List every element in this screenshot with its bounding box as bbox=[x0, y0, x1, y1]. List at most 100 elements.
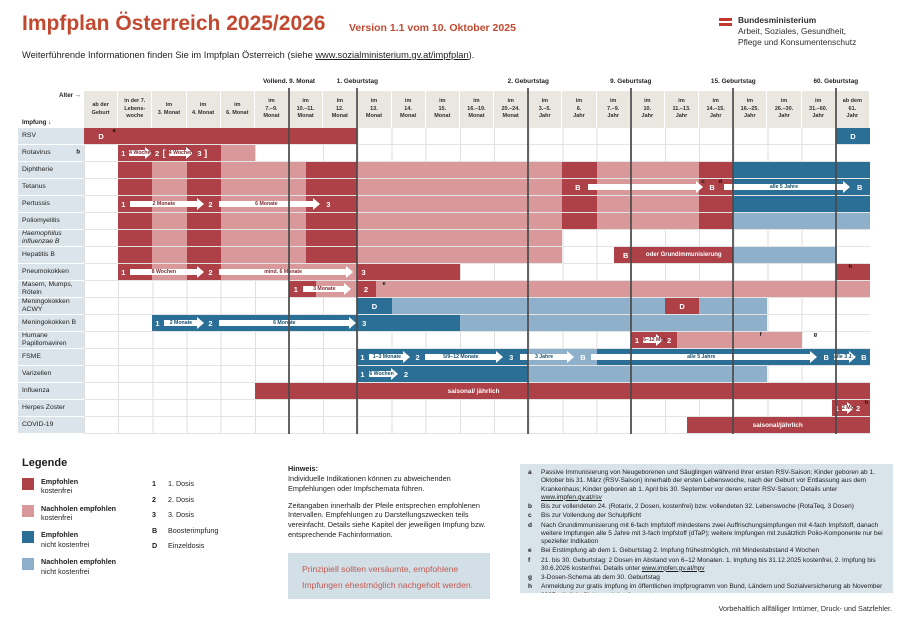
schedule-segment bbox=[835, 128, 870, 144]
age-divider-line bbox=[629, 88, 632, 434]
arrow-head-icon bbox=[196, 317, 204, 329]
dose-marker: 3 bbox=[509, 352, 514, 362]
age-axis-label: Alter → bbox=[58, 92, 81, 99]
row-label: FSME bbox=[18, 349, 84, 366]
footnote-ref: e bbox=[382, 281, 386, 287]
footnote-letter: b bbox=[528, 503, 532, 510]
arrow-label: 2 Mon. bbox=[841, 405, 859, 411]
legend-swatches: Empfohlen kostenfrei Nachholen empfohlen ko… bbox=[22, 477, 116, 584]
schedule-segment bbox=[118, 230, 153, 246]
interval-arrow: 6 Monate bbox=[218, 198, 320, 210]
schedule-segment bbox=[186, 196, 221, 212]
schedule-segment bbox=[613, 247, 734, 263]
dose-code-label: 2. Dosis bbox=[168, 494, 194, 504]
age-divider-line bbox=[732, 88, 735, 434]
schedule-segment bbox=[220, 145, 255, 161]
schedule-segment bbox=[357, 162, 563, 178]
dose-marker: 2 bbox=[208, 318, 213, 328]
row-label: Diphtherie bbox=[18, 162, 84, 179]
footnote-ref: h bbox=[848, 264, 852, 270]
segment-text: saisonal/jährlich bbox=[752, 421, 803, 429]
dose-marker: 1 bbox=[834, 403, 839, 413]
footnote-text: Anmeldung zur gratis Impfung im öffentli… bbox=[541, 583, 885, 593]
row-label: Rotavirus b bbox=[18, 145, 84, 162]
footnote-link[interactable]: impfen.gv.at bbox=[618, 592, 653, 594]
subtitle: Weiterführende Informationen finden Sie … bbox=[22, 50, 475, 60]
schedule-segment bbox=[699, 213, 734, 229]
arrow-bar bbox=[519, 354, 569, 360]
column-header: im 10. Jahr bbox=[630, 91, 665, 128]
dose-marker: D bbox=[850, 131, 856, 141]
arrow-label bbox=[588, 184, 696, 190]
arrow-bar bbox=[643, 337, 658, 343]
hinweis-paragraph-2: Zeitangaben innerhalb der Pfeile entspre… bbox=[288, 500, 486, 540]
footnote-item: e Bei Erstimpfung ab dem 1. Geburtstag 2.… bbox=[528, 547, 885, 555]
column-header: im 7.–9. Monat bbox=[254, 91, 290, 128]
footnote-item: b Bis zur vollendeten 24. (Rotarix, 2 Dos… bbox=[528, 503, 885, 511]
legend-swatch bbox=[22, 531, 34, 544]
legend-title: Legende bbox=[22, 457, 68, 469]
dose-marker: B bbox=[861, 352, 867, 362]
footnote-ref: g bbox=[813, 332, 818, 338]
dose-code-symbol: 3 bbox=[152, 510, 156, 519]
row-track bbox=[84, 230, 870, 247]
segment-text: saisonal/ jährlich bbox=[447, 387, 500, 395]
dose-marker: 2 bbox=[666, 335, 672, 345]
arrow-bar bbox=[425, 354, 497, 360]
arrow-head-icon bbox=[495, 351, 503, 363]
arrow-label: 4 Wochen bbox=[168, 150, 194, 156]
schedule-segment bbox=[306, 162, 358, 178]
column-header: ab dem 61. Jahr bbox=[835, 91, 870, 128]
legend-item-text: Empfohlen kostenfrei bbox=[41, 477, 79, 496]
footnote-link[interactable]: www.impfen.gv.at/hpv bbox=[641, 564, 705, 572]
column-header: im 31.–60. Jahr bbox=[801, 91, 836, 128]
page-title: Impfplan Österreich 2025/2026 bbox=[22, 12, 326, 35]
impfplan-link[interactable]: www.sozialministerium.gv.at/impfplan bbox=[315, 50, 469, 60]
footnote-text: Bis zur Vollendung der Schulpflicht bbox=[541, 512, 642, 520]
footnote-link[interactable]: www.impfen.gv.at/rsv bbox=[541, 493, 602, 501]
dose-marker: 2 bbox=[208, 199, 213, 209]
schedule-segment bbox=[186, 247, 221, 263]
dose-code: B Boosterimpfung bbox=[152, 526, 218, 535]
schedule-segment bbox=[186, 230, 221, 246]
column-header: im 26.–30. Jahr bbox=[767, 91, 802, 128]
schedule-segment bbox=[220, 213, 307, 229]
row-track: 1 6–12 Mon. 2 f g bbox=[84, 332, 870, 349]
arrow-bar bbox=[168, 150, 188, 156]
interval-arrow: 2 Monate bbox=[130, 198, 204, 210]
schedule-segment bbox=[152, 247, 187, 263]
column-header: im 3. Monat bbox=[152, 91, 187, 128]
footnote-letter: a bbox=[528, 469, 532, 476]
dose-marker: 3 bbox=[197, 148, 202, 158]
arrow-bar bbox=[218, 320, 350, 326]
footnote-item: a Passive Immunisierung von Neugeborenen … bbox=[528, 469, 885, 502]
row-track bbox=[84, 162, 870, 179]
dose-code-symbol: D bbox=[152, 541, 158, 550]
arrow-label: mind. 6 Monate bbox=[264, 269, 303, 275]
interval-arrow: alle 5 Jahre bbox=[723, 181, 851, 193]
row-label: Humane Papillomaviren bbox=[18, 332, 84, 349]
column-header: im 13. Monat bbox=[357, 91, 392, 128]
arrow-bar bbox=[723, 184, 845, 190]
interval-arrow bbox=[588, 181, 703, 193]
row-track bbox=[84, 213, 870, 230]
dose-code-legend: 1 1. Dosis 2 2. Dosis 3 3. Dosis B Boosterimpfu… bbox=[152, 479, 218, 557]
row-label: Tetanus bbox=[18, 179, 84, 196]
dose-marker: D bbox=[371, 301, 378, 311]
column-header: im 7.–9. Jahr bbox=[596, 91, 631, 128]
schedule-segment bbox=[357, 213, 563, 229]
footnote-ref: a bbox=[112, 128, 116, 134]
segment-text: oder Grundimmunisierung bbox=[645, 252, 722, 258]
arrow-head-icon bbox=[344, 283, 352, 295]
arrow-head-icon bbox=[567, 351, 575, 363]
schedule-segment bbox=[664, 298, 700, 314]
row-label: Poliomyelitis bbox=[18, 213, 84, 230]
dose-code: 3 3. Dosis bbox=[152, 510, 218, 519]
dose-marker: 1 bbox=[121, 199, 126, 209]
footnote-ref: b bbox=[76, 149, 80, 156]
table-row: Pertussis 1 2 Monate 2 6 Monate 3 bbox=[18, 196, 870, 213]
